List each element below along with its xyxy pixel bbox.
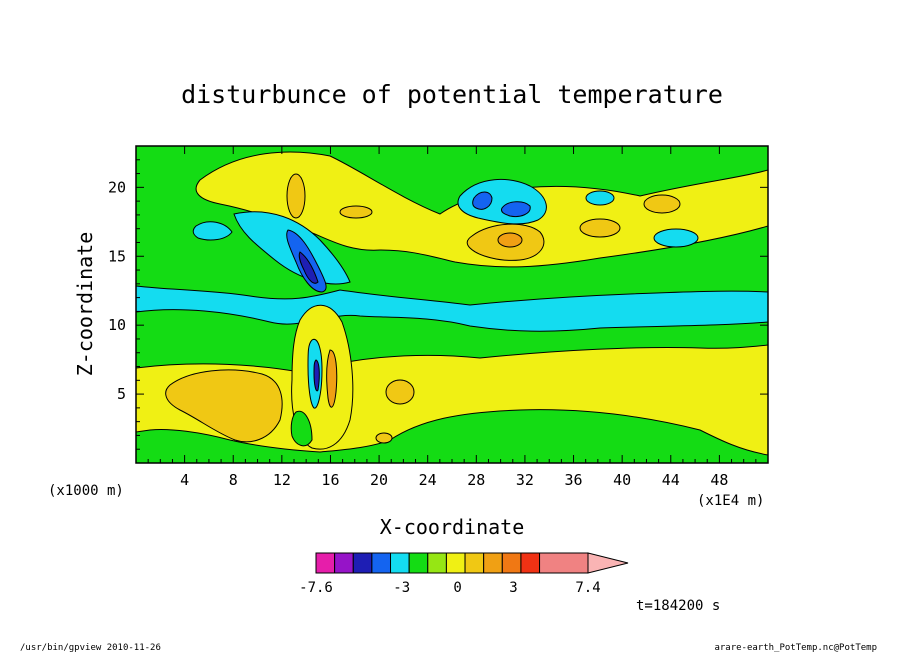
colorbar-segment bbox=[390, 552, 410, 574]
colorbar-overflow-arrow bbox=[587, 552, 629, 574]
colorbar-segment bbox=[352, 552, 373, 574]
colorbar-segment bbox=[539, 552, 589, 574]
x-tick-label: 8 bbox=[229, 471, 238, 489]
cool-cell-far-right bbox=[585, 190, 615, 206]
colorbar-segment bbox=[408, 552, 429, 574]
y-tick-label: 20 bbox=[108, 178, 126, 196]
x-tick-label: 40 bbox=[613, 471, 631, 489]
footer-left: /usr/bin/gpview 2010-11-26 bbox=[20, 643, 161, 653]
warm-cell-upper-c bbox=[579, 218, 621, 238]
x-tick-label: 48 bbox=[710, 471, 728, 489]
footer-right: arare-earth_PotTemp.nc@PotTemp bbox=[714, 643, 877, 653]
cool-cell-left bbox=[192, 221, 233, 241]
y-axis-label: Z-coordinate bbox=[73, 232, 97, 377]
time-annotation: t=184200 s bbox=[636, 598, 720, 614]
x-tick-label: 32 bbox=[516, 471, 534, 489]
x-tick-label: 28 bbox=[467, 471, 485, 489]
colorbar-label: -7.6 bbox=[299, 580, 333, 596]
x-tick-label: 36 bbox=[565, 471, 583, 489]
colorbar-label: 3 bbox=[509, 580, 517, 596]
cold-core-center bbox=[298, 251, 319, 284]
colorbar-segment bbox=[520, 552, 541, 574]
warm-cell-lower-a bbox=[385, 379, 415, 405]
colorbar-label: 7.4 bbox=[575, 580, 600, 596]
x-tick-label: 12 bbox=[273, 471, 291, 489]
colorbar-segment bbox=[483, 552, 503, 574]
column-core-d bbox=[290, 410, 313, 447]
column-core-b bbox=[313, 359, 320, 392]
colorbar-label: -3 bbox=[393, 580, 410, 596]
y-tick-label: 10 bbox=[108, 316, 126, 334]
warm-core-lower bbox=[165, 369, 283, 443]
colorbar-segment bbox=[427, 552, 447, 574]
colorbar-segment bbox=[501, 552, 522, 574]
x-tick-label: 24 bbox=[419, 471, 437, 489]
x-tick-label: 16 bbox=[321, 471, 339, 489]
chart-title: disturbunce of potential temperature bbox=[181, 80, 723, 109]
colorbar-segment bbox=[464, 552, 485, 574]
colorbar-segment bbox=[315, 552, 336, 574]
y-axis-ticks: 5 10 15 20 bbox=[108, 159, 768, 450]
warm-cell-upper-b bbox=[497, 232, 523, 248]
x-unit-label: (x1E4 m) bbox=[697, 493, 764, 509]
x-axis-ticks: 4 8 12 16 20 24 28 32 36 40 44 48 bbox=[147, 146, 757, 489]
colorbar-segment bbox=[445, 552, 466, 574]
x-tick-label: 4 bbox=[180, 471, 189, 489]
x-axis-label: X-coordinate bbox=[380, 515, 525, 539]
cold-cell-upper-right-a bbox=[472, 191, 493, 210]
y-tick-label: 15 bbox=[108, 247, 126, 265]
y-tick-label: 5 bbox=[117, 385, 126, 403]
warm-cell-upper-f bbox=[286, 173, 306, 219]
cool-cell-right bbox=[653, 228, 699, 248]
cold-cell-upper-right-b bbox=[501, 201, 531, 217]
colorbar-segment bbox=[334, 552, 354, 574]
colorbar bbox=[315, 552, 629, 574]
colorbar-labels: -7.6 -3 0 3 7.4 bbox=[299, 580, 601, 596]
column-core-c bbox=[326, 349, 338, 408]
x-tick-label: 44 bbox=[662, 471, 680, 489]
colorbar-label: 0 bbox=[453, 580, 461, 596]
warm-cell-upper-d bbox=[643, 194, 681, 214]
x-tick-label: 20 bbox=[370, 471, 388, 489]
y-unit-label: (x1000 m) bbox=[48, 483, 124, 499]
warm-cell-lower-b bbox=[375, 432, 393, 444]
colorbar-segment bbox=[371, 552, 392, 574]
warm-cell-upper-e bbox=[339, 205, 373, 219]
